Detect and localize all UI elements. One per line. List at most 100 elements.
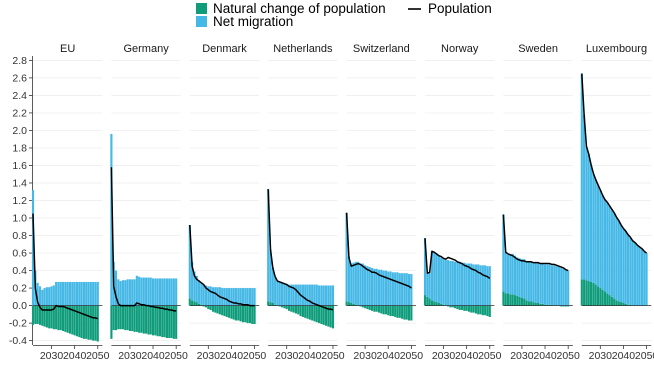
bar-natural (613, 298, 616, 306)
y-tick-label: 1.0 (12, 213, 27, 225)
bar-migration (467, 263, 471, 306)
bar-migration (627, 234, 630, 305)
bar-natural (458, 305, 461, 310)
bar-migration (294, 284, 298, 306)
bar-natural (396, 305, 399, 318)
bar-natural (329, 305, 332, 328)
bar-migration (45, 287, 48, 306)
bar-migration (188, 225, 191, 299)
bar-migration (638, 246, 641, 306)
bar-natural (165, 305, 168, 338)
x-tick-label: 2030 (432, 350, 456, 362)
bar-migration (311, 284, 314, 306)
y-tick-label: 0.0 (12, 300, 27, 312)
bar-migration (200, 282, 203, 305)
bar-migration (530, 261, 533, 302)
bar-migration (357, 261, 360, 306)
bar-natural (119, 305, 122, 330)
bar-migration (168, 278, 171, 306)
bar-natural (373, 305, 376, 312)
bar-migration (163, 278, 166, 306)
bar-migration (629, 237, 632, 305)
bar-migration (613, 212, 616, 299)
bar-migration (387, 271, 390, 306)
bar-migration (546, 264, 549, 305)
population-line (581, 73, 648, 254)
bar-natural (506, 293, 510, 306)
legend-label-population: Population (428, 1, 492, 16)
bar-natural (239, 305, 242, 322)
bar-natural (454, 305, 457, 309)
bar-migration (580, 73, 583, 280)
y-tick-label: 1.4 (12, 177, 27, 189)
bar-natural (322, 305, 325, 325)
bar-migration (64, 281, 67, 306)
bar-natural (407, 305, 411, 321)
bar-migration (175, 278, 178, 306)
bar-natural (147, 305, 150, 335)
y-tick-label: 0.8 (12, 230, 27, 242)
legend-item-population: Population (408, 1, 492, 16)
bar-natural (465, 305, 468, 311)
bar-natural (62, 305, 65, 331)
bar-natural (283, 305, 286, 309)
bar-natural (451, 305, 454, 308)
bar-migration (537, 262, 540, 303)
bar-natural (481, 305, 484, 316)
bar-natural (534, 302, 537, 306)
bar-natural (114, 305, 118, 331)
bar-natural (195, 302, 198, 306)
bar-migration (239, 288, 242, 306)
bar-migration (541, 263, 544, 304)
bar-migration (204, 285, 208, 306)
bar-natural (151, 305, 155, 336)
bar-natural (80, 305, 83, 338)
bar-migration (366, 266, 369, 306)
bar-natural (170, 305, 173, 338)
bar-natural (253, 305, 256, 324)
bar-migration (589, 164, 593, 282)
bar-natural (82, 305, 85, 339)
bar-migration (318, 285, 321, 306)
bar-migration (172, 278, 175, 306)
bar-migration (290, 284, 293, 306)
bar-migration (283, 283, 286, 306)
bar-migration (126, 279, 129, 306)
bar-migration (80, 281, 83, 306)
bar-natural (361, 305, 364, 308)
bar-migration (193, 271, 196, 302)
bar-migration (345, 212, 348, 302)
bar-migration (209, 286, 212, 306)
x-tick-label: 2030 (589, 350, 613, 362)
bar-natural (403, 305, 406, 320)
bar-natural (389, 305, 392, 317)
bar-migration (562, 268, 565, 306)
bar-migration (161, 278, 164, 306)
bar-natural (78, 305, 81, 338)
y-tick-label: 0.2 (12, 283, 27, 295)
bar-natural (502, 291, 505, 306)
bar-migration (437, 255, 440, 303)
bar-natural (38, 305, 42, 325)
bar-natural (191, 300, 194, 306)
bar-natural (479, 305, 482, 315)
bar-migration (451, 260, 454, 306)
x-tick-label: 2040 (63, 350, 87, 362)
bar-migration (401, 273, 404, 306)
bar-natural (285, 305, 288, 310)
bar-migration (587, 154, 590, 282)
bar-natural (426, 296, 429, 306)
bar-migration (308, 284, 311, 306)
bar-natural (306, 305, 309, 319)
bar-migration (398, 273, 401, 306)
bar-migration (410, 274, 413, 306)
bar-migration (225, 288, 228, 306)
bar-migration (313, 284, 316, 306)
bar-natural (486, 305, 489, 317)
bar-migration (447, 260, 450, 306)
bar-natural (269, 302, 272, 306)
bar-migration (281, 282, 284, 306)
bar-natural (214, 305, 217, 313)
bar-migration (121, 280, 125, 306)
bar-migration (435, 253, 438, 303)
